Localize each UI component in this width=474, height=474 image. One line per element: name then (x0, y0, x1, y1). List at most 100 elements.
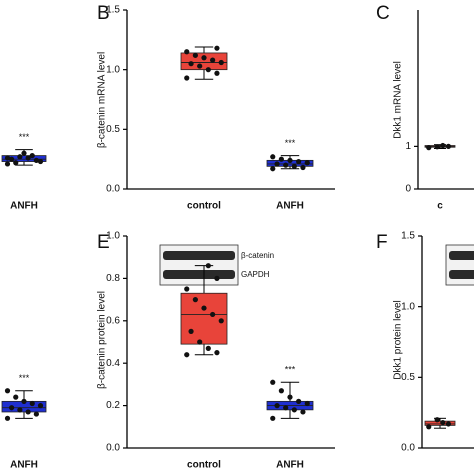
data-point (188, 328, 194, 334)
data-point (304, 400, 310, 407)
data-point (440, 142, 446, 149)
y-axis-label: β-catenin mRNA level (97, 52, 108, 148)
data-point (188, 61, 194, 67)
panel-letter: E (97, 232, 110, 253)
data-point (33, 411, 39, 417)
data-point (9, 156, 15, 162)
blot-band (163, 251, 235, 260)
x-tick-label: control (187, 460, 221, 471)
y-tick-label: 0 (405, 184, 411, 195)
data-point (218, 59, 224, 66)
significance: *** (285, 365, 296, 375)
y-axis-label: Dkk1 mRNA level (393, 61, 404, 139)
y-tick-label: 0.2 (106, 400, 120, 411)
data-point (29, 400, 35, 407)
data-point (270, 379, 276, 385)
data-point (278, 156, 284, 162)
y-tick-label: 1 (405, 141, 411, 152)
y-tick-label: 1.5 (106, 5, 120, 16)
y-tick-label: 0.0 (106, 184, 120, 195)
y-tick-label: 0.5 (106, 124, 120, 135)
data-point (270, 415, 276, 421)
data-point (201, 55, 207, 61)
data-point (291, 407, 297, 413)
data-point (210, 57, 216, 63)
data-point (205, 345, 211, 351)
data-point (434, 417, 440, 423)
panel-letter: F (376, 232, 388, 253)
data-point (214, 350, 220, 356)
y-axis-label: β-catenin protein level (97, 291, 108, 389)
data-point (296, 158, 302, 165)
data-point (13, 160, 19, 166)
data-point (283, 162, 289, 168)
y-tick-label: 0.5 (401, 372, 415, 383)
data-point (300, 164, 306, 171)
data-point (21, 150, 27, 156)
box (180, 292, 228, 345)
data-point (192, 52, 198, 58)
data-point (13, 394, 19, 400)
data-point (33, 157, 39, 163)
data-point (218, 318, 224, 324)
data-point (274, 161, 280, 167)
data-point (9, 405, 15, 411)
data-point (426, 424, 432, 430)
y-tick-label: 0.6 (106, 315, 120, 326)
data-point (440, 419, 446, 426)
data-point (25, 409, 31, 415)
data-point (445, 143, 452, 149)
data-point (17, 407, 23, 413)
data-point (25, 155, 31, 161)
data-point (270, 154, 276, 160)
blot-band (449, 251, 474, 260)
significance: *** (19, 132, 30, 142)
significance: *** (285, 138, 296, 148)
data-point (4, 161, 11, 167)
data-point (287, 394, 293, 400)
data-point (29, 152, 35, 159)
panel-letter: B (97, 3, 110, 24)
y-tick-label: 0.8 (106, 273, 120, 284)
x-tick-label: ANFH (10, 201, 38, 212)
data-point (214, 70, 220, 76)
y-tick-label: 1.5 (401, 231, 415, 242)
data-point (287, 157, 293, 163)
data-point (214, 275, 220, 281)
x-tick-label: control (187, 201, 221, 212)
data-point (192, 297, 198, 303)
data-point (283, 405, 289, 411)
blot-label: β-catenin (241, 251, 274, 260)
data-point (184, 49, 190, 55)
data-point (184, 75, 190, 81)
data-point (296, 398, 302, 404)
significance: *** (19, 373, 30, 383)
data-point (184, 352, 190, 358)
x-tick-label: c (437, 201, 443, 212)
blot-band (449, 270, 474, 279)
x-tick-label: ANFH (276, 460, 304, 471)
data-point (205, 67, 211, 73)
y-tick-label: 0.0 (106, 443, 120, 454)
data-point (300, 409, 306, 415)
data-point (291, 163, 297, 169)
data-point (210, 311, 216, 318)
data-point (434, 144, 440, 150)
data-point (304, 160, 310, 166)
data-point (4, 388, 11, 394)
data-point (17, 154, 23, 160)
panel-letter: C (376, 3, 390, 24)
data-point (201, 305, 207, 311)
data-point (278, 388, 284, 394)
box (424, 420, 456, 426)
x-tick-label: ANFH (10, 460, 38, 471)
blot-label: GAPDH (241, 270, 270, 279)
data-point (184, 286, 190, 292)
y-tick-label: 1.0 (401, 301, 415, 312)
data-point (445, 421, 452, 427)
data-point (37, 403, 44, 409)
y-tick-label: 0.4 (106, 358, 120, 369)
y-tick-label: 1.0 (106, 231, 120, 242)
